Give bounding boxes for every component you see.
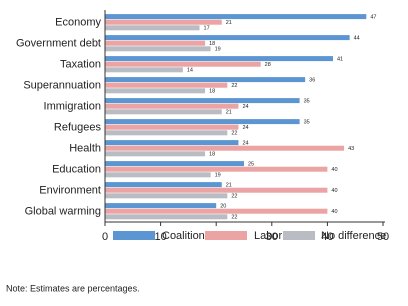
bar xyxy=(105,61,261,67)
data-label: 21 xyxy=(226,182,232,188)
x-tick-label: 0 xyxy=(102,231,108,243)
data-label: 18 xyxy=(209,89,215,95)
bar xyxy=(105,151,206,157)
data-label: 24 xyxy=(242,125,248,131)
x-tick-label: 10 xyxy=(154,231,166,243)
data-label: 35 xyxy=(304,98,310,104)
data-label: 18 xyxy=(209,41,215,47)
legend-swatch xyxy=(205,231,247,240)
y-tick-label: Economy xyxy=(55,16,101,28)
data-label: 22 xyxy=(231,194,237,200)
bar xyxy=(105,203,217,209)
bar xyxy=(105,56,333,62)
bar xyxy=(105,67,183,73)
data-label: 36 xyxy=(309,77,315,83)
bar xyxy=(105,40,206,46)
data-label: 28 xyxy=(265,62,271,68)
data-label: 41 xyxy=(337,56,343,62)
bar xyxy=(105,46,211,52)
data-label: 19 xyxy=(215,47,221,53)
data-label: 44 xyxy=(354,35,360,41)
data-label: 18 xyxy=(209,152,215,158)
y-tick-label: Education xyxy=(52,163,101,175)
bar xyxy=(105,193,228,199)
bar xyxy=(105,103,239,109)
legend-label: Labor xyxy=(254,230,282,242)
data-label: 19 xyxy=(215,173,221,179)
bar xyxy=(105,161,244,167)
legend-label: Coalition xyxy=(162,230,205,242)
bar xyxy=(105,130,228,136)
bar xyxy=(105,166,328,172)
data-label: 20 xyxy=(220,203,226,209)
bar xyxy=(105,88,206,94)
x-tick-label: 30 xyxy=(266,231,278,243)
data-label: 35 xyxy=(304,119,310,125)
bar xyxy=(105,119,300,125)
bar xyxy=(105,208,328,214)
data-label: 40 xyxy=(331,188,337,194)
bar xyxy=(105,77,306,83)
data-label: 25 xyxy=(248,161,254,167)
y-tick-label: Environment xyxy=(39,184,101,196)
x-tick-label: 50 xyxy=(377,231,389,243)
note: Note: Estimates are percentages. xyxy=(6,283,140,293)
data-label: 47 xyxy=(370,14,376,20)
legend-label: No difference xyxy=(321,230,386,242)
bar xyxy=(105,182,222,188)
data-label: 22 xyxy=(231,131,237,137)
data-label: 17 xyxy=(204,26,210,32)
data-label: 40 xyxy=(331,167,337,173)
bar xyxy=(105,187,328,193)
data-label: 22 xyxy=(231,215,237,221)
data-label: 14 xyxy=(187,68,193,74)
legend-swatch xyxy=(283,231,315,240)
y-tick-label: Refugees xyxy=(54,121,102,133)
y-tick-label: Global warming xyxy=(25,205,101,217)
bar xyxy=(105,124,239,130)
data-label: 43 xyxy=(348,146,354,152)
bar xyxy=(105,14,367,20)
data-label: 24 xyxy=(242,140,248,146)
bar xyxy=(105,98,300,104)
data-label: 40 xyxy=(331,209,337,215)
y-tick-label: Taxation xyxy=(60,58,101,70)
bar xyxy=(105,214,228,220)
y-tick-label: Superannuation xyxy=(23,79,101,91)
bar xyxy=(105,109,222,115)
bar xyxy=(105,25,200,31)
data-label: 21 xyxy=(226,20,232,26)
data-label: 24 xyxy=(242,104,248,110)
bar xyxy=(105,19,222,25)
bar xyxy=(105,145,345,151)
y-tick-label: Government debt xyxy=(16,37,101,49)
bar xyxy=(105,35,350,41)
data-label: 22 xyxy=(231,83,237,89)
y-tick-label: Health xyxy=(69,142,101,154)
bar xyxy=(105,140,239,146)
data-label: 21 xyxy=(226,110,232,116)
bar xyxy=(105,82,228,88)
bar xyxy=(105,172,211,178)
y-tick-label: Immigration xyxy=(44,100,101,112)
x-tick-label: 40 xyxy=(321,231,333,243)
legend-swatch xyxy=(113,231,155,240)
